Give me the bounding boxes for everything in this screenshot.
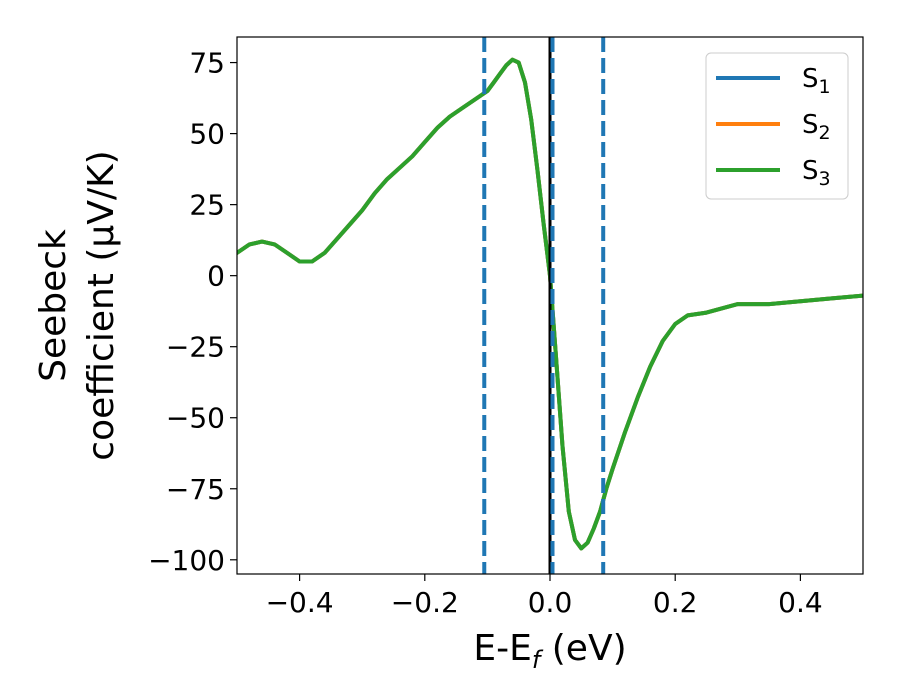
y-axis: 75 50 25 0 −25 −50 −75 −100 [148, 47, 237, 577]
y-tick-label: −75 [166, 473, 225, 506]
y-tick-label: −25 [166, 331, 225, 364]
y-tick-label: 0 [207, 260, 225, 293]
x-tick-label: −0.2 [391, 586, 459, 619]
y-axis-label-line1: Seebeck [33, 229, 74, 382]
y-tick-label: −50 [166, 402, 225, 435]
y-axis-label-line2: coefficient (μV/K) [81, 150, 122, 460]
y-tick-label: 75 [189, 47, 225, 80]
y-tick-label: 25 [189, 189, 225, 222]
x-tick-label: 0.2 [653, 586, 698, 619]
x-tick-label: 0.4 [778, 586, 823, 619]
legend: S1 S2 S3 [705, 52, 849, 200]
y-tick-label: 50 [189, 118, 225, 151]
x-axis: −0.4 −0.2 0.0 0.2 0.4 [266, 574, 823, 619]
x-axis-label: E-Ef (eV) [473, 628, 626, 674]
legend-label-s3: S3 [802, 156, 831, 190]
x-tick-label: 0.0 [528, 586, 573, 619]
legend-label-s2: S2 [802, 110, 831, 144]
legend-label-s1: S1 [802, 64, 831, 98]
y-axis-label: Seebeck coefficient (μV/K) [33, 150, 122, 460]
plot-area [237, 37, 863, 574]
series-line-s3 [237, 57, 863, 551]
y-tick-label: −100 [148, 544, 225, 577]
x-tick-label: −0.4 [266, 586, 334, 619]
